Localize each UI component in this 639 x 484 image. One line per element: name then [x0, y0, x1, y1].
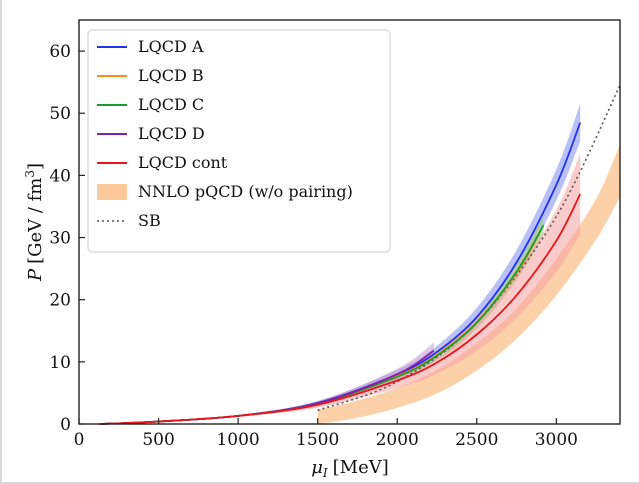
x-tick-label: 2500 [455, 430, 498, 450]
legend-label-lqcd-b: LQCD B [138, 66, 204, 85]
y-tick-label: 60 [49, 42, 71, 62]
legend-label-lqcd-a: LQCD A [138, 37, 204, 56]
y-axis-label-symbol: P [25, 268, 46, 282]
legend-swatch-nnlo-pqcd-w-o-pairing [97, 184, 127, 200]
x-axis-label: μI [MeV] [311, 457, 389, 480]
x-axis-label-unit: [MeV] [333, 457, 389, 478]
y-tick-label: 0 [60, 415, 71, 435]
band-nnlo-pqcd-w-o-pairing [317, 144, 620, 425]
error-band-lqcd-d [99, 342, 434, 424]
legend-label-sb: SB [138, 211, 161, 230]
y-tick-label: 20 [49, 291, 71, 311]
y-tick-label: 30 [49, 229, 71, 249]
line-sb [317, 84, 621, 412]
legend-label-lqcd-d: LQCD D [138, 124, 205, 143]
x-tick-label: 500 [142, 430, 174, 450]
x-axis-label-symbol: μ [311, 457, 323, 478]
x-tick-label: 2000 [376, 430, 419, 450]
y-axis-label-unit: [GeV / fm [25, 178, 46, 264]
x-tick-label: 3000 [535, 430, 578, 450]
y-axis-ticks: 0 10 20 30 40 50 60 [49, 42, 85, 435]
y-tick-label: 10 [49, 353, 71, 373]
legend-label-lqcd-c: LQCD C [138, 95, 204, 114]
x-tick-label: 0 [74, 430, 85, 450]
x-axis-label-subscript: I [322, 466, 328, 480]
legend-label-nnlo-pqcd-w-o-pairing: NNLO pQCD (w/o pairing) [138, 182, 353, 201]
y-axis-label-close: ] [25, 163, 46, 170]
uncertainty-bands [99, 103, 620, 425]
x-axis-ticks: 0 500 1000 1500 2000 2500 3000 [74, 418, 578, 450]
image-border-bottom [0, 482, 639, 484]
y-axis-label-exponent: 3 [23, 170, 37, 178]
y-tick-label: 40 [49, 166, 71, 186]
error-band-lqcd-cont [99, 153, 581, 424]
image-border-left [0, 0, 2, 484]
legend: LQCD A LQCD B LQCD C LQCD D LQCD cont NNLO pQ… [87, 29, 391, 253]
x-tick-label: 1500 [296, 430, 339, 450]
legend-label-lqcd-cont: LQCD cont [138, 153, 228, 172]
y-tick-label: 50 [49, 104, 71, 124]
legend-box [87, 29, 391, 253]
plot-area-border [78, 19, 621, 425]
x-tick-label: 1000 [216, 430, 259, 450]
y-axis-label: P [GeV / fm3] [23, 163, 46, 282]
line-lqcd-cont [99, 193, 582, 425]
